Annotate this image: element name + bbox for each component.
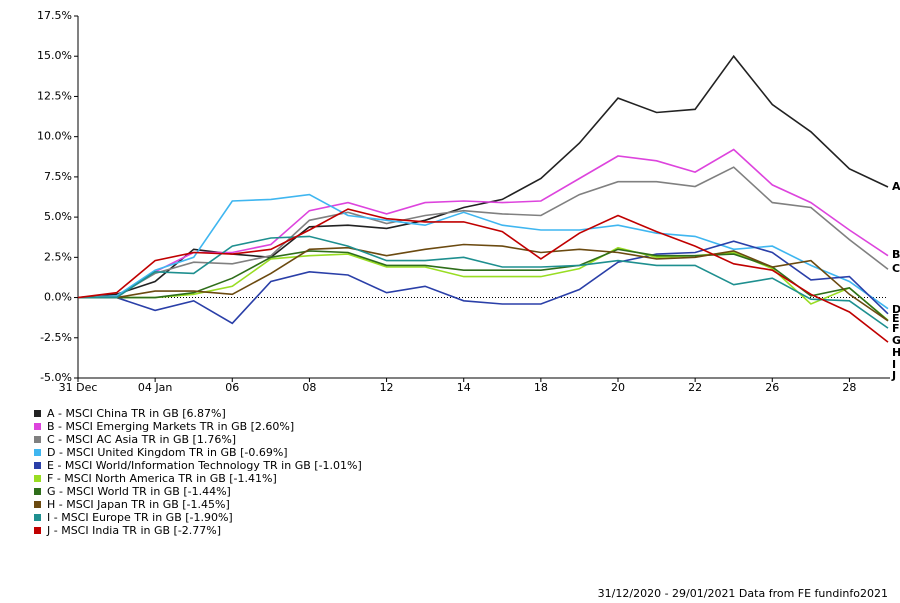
series-line [77,193,889,310]
legend-label: A - MSCI China TR in GB [6.87%] [47,407,226,420]
x-tick-label: 28 [842,381,856,394]
end-label: E [892,312,900,325]
legend-swatch [34,514,41,521]
x-tick-label: 06 [225,381,239,394]
legend-label: C - MSCI AC Asia TR in GB [1.76%] [47,433,236,446]
end-label: B [892,248,900,261]
y-tick-label: 10.0% [37,130,72,143]
x-tick-label: 12 [380,381,394,394]
x-tick-label: 22 [688,381,702,394]
y-tick-label: 7.5% [44,170,72,183]
legend-swatch [34,436,41,443]
end-label: I [892,358,896,371]
end-label: J [891,369,896,382]
x-tick-label: 18 [534,381,548,394]
x-tick-label: 08 [302,381,316,394]
legend-swatch [34,423,41,430]
series-line [78,248,889,322]
end-label: H [892,346,900,359]
x-tick-label: 31 Dec [59,381,98,394]
end-label: G [892,334,900,347]
legend-label: D - MSCI United Kingdom TR in GB [-0.69%… [47,446,288,459]
series-line [77,148,889,299]
legend-swatch [34,475,41,482]
x-tick-label: 04 Jan [138,381,172,394]
end-label: D [892,303,900,316]
y-tick-label: 0.0% [44,291,72,304]
legend-swatch [34,410,41,417]
y-tick-label: 2.5% [44,250,72,263]
legend-swatch [34,462,41,469]
y-tick-label: -5.0% [40,371,72,384]
y-tick-label: -2.5% [40,331,72,344]
end-label: C [892,262,900,275]
legend-swatch [34,501,41,508]
y-tick-label: 12.5% [37,89,72,102]
y-tick-label: 17.5% [37,9,72,22]
end-label: F [892,322,900,335]
legend-label: H - MSCI Japan TR in GB [-1.45%] [47,498,230,511]
series-line [77,166,889,299]
series-line [78,240,889,325]
legend-swatch [34,527,41,534]
y-tick-label: 5.0% [44,210,72,223]
y-tick-label: 15.0% [37,49,72,62]
legend-swatch [34,449,41,456]
series-line [78,235,889,329]
end-label: A [892,180,900,193]
legend-label: B - MSCI Emerging Markets TR in GB [2.60… [47,420,294,433]
x-tick-label: 26 [765,381,779,394]
legend-label: E - MSCI World/Information Technology TR… [47,459,362,472]
x-tick-label: 14 [457,381,471,394]
footer: 31/12/2020 - 29/01/2021 Data from FE fun… [598,587,888,600]
x-tick-label: 20 [611,381,625,394]
legend-swatch [34,488,41,495]
series-line [78,246,889,321]
legend-label: J - MSCI India TR in GB [-2.77%] [46,524,221,537]
series-line [77,208,889,343]
legend-label: F - MSCI North America TR in GB [-1.41%] [47,472,277,485]
legend-label: I - MSCI Europe TR in GB [-1.90%] [47,511,233,524]
series-line [78,243,889,322]
legend-label: G - MSCI World TR in GB [-1.44%] [47,485,231,498]
